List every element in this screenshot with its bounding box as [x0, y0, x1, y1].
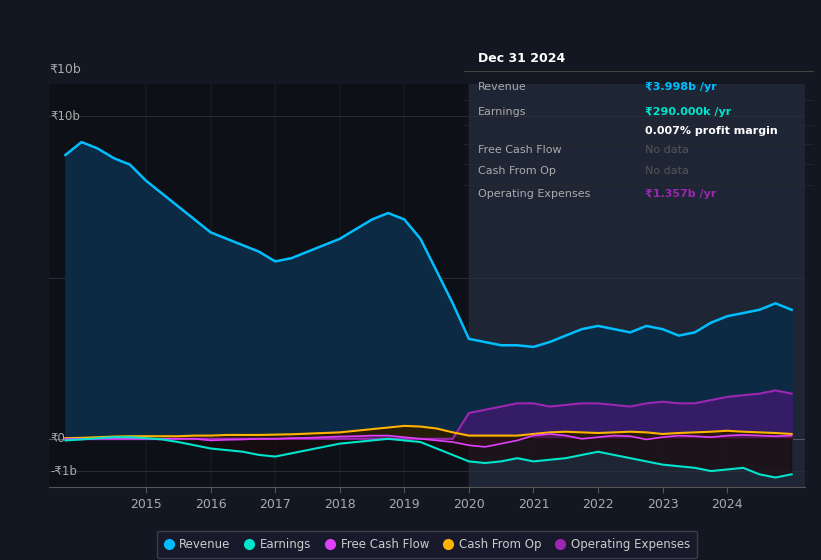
Text: ₹290.000k /yr: ₹290.000k /yr	[645, 106, 732, 116]
Text: No data: No data	[645, 146, 689, 155]
Legend: Revenue, Earnings, Free Cash Flow, Cash From Op, Operating Expenses: Revenue, Earnings, Free Cash Flow, Cash …	[157, 531, 697, 558]
Text: Cash From Op: Cash From Op	[478, 166, 556, 176]
Text: ₹0: ₹0	[51, 432, 66, 445]
Text: ₹10b: ₹10b	[49, 63, 81, 76]
Text: Operating Expenses: Operating Expenses	[478, 189, 590, 199]
Text: -₹1b: -₹1b	[51, 465, 77, 478]
Text: ₹1.357b /yr: ₹1.357b /yr	[645, 189, 717, 199]
Text: 0.007% profit margin: 0.007% profit margin	[645, 126, 778, 136]
Bar	[469, 84, 805, 487]
Text: ₹10b: ₹10b	[51, 110, 80, 123]
Text: ₹3.998b /yr: ₹3.998b /yr	[645, 82, 717, 92]
Text: Earnings: Earnings	[478, 106, 526, 116]
Text: Dec 31 2024: Dec 31 2024	[478, 52, 565, 64]
Text: Free Cash Flow: Free Cash Flow	[478, 146, 562, 155]
Text: No data: No data	[645, 166, 689, 176]
Text: Revenue: Revenue	[478, 82, 526, 92]
